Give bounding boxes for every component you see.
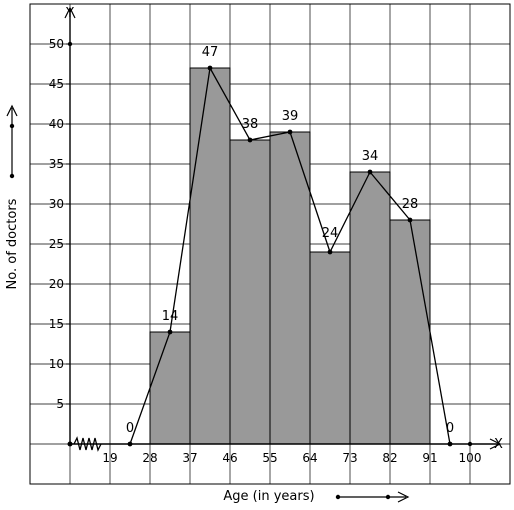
y-tick-label: 35: [49, 157, 64, 171]
polygon-point: [407, 217, 413, 223]
y-tick-label: 25: [49, 237, 64, 251]
x-tick-label: 82: [382, 451, 397, 465]
x-tick-label: 37: [182, 451, 197, 465]
x-tick-label: 46: [222, 451, 237, 465]
histogram-bar: [349, 171, 391, 445]
y-tick-label: 15: [49, 317, 64, 331]
origin-point: [67, 441, 73, 447]
histogram-bar: [229, 139, 271, 445]
y-direction-arrow-head: [6, 104, 18, 117]
x-tick-label: 73: [342, 451, 357, 465]
y-tick-label: 10: [49, 357, 64, 371]
histogram-bar: [269, 131, 311, 445]
x-axis-title: Age (in years): [223, 489, 314, 504]
x-tick-label: 91: [422, 451, 437, 465]
x-tick-label: 100: [459, 451, 482, 465]
x-direction-dot: [335, 494, 341, 500]
polygon-point: [207, 65, 213, 71]
x-axis-end-point: [467, 441, 473, 447]
data-label: 0: [126, 421, 134, 436]
histogram-bar: [149, 331, 191, 445]
data-label: 38: [242, 117, 259, 132]
polygon-point: [127, 441, 133, 447]
y-tick-label: 5: [56, 397, 64, 411]
y-axis-title: No. of doctors: [5, 198, 20, 289]
y-tick-label: 30: [49, 197, 64, 211]
polygon-point: [167, 329, 173, 335]
data-label: 24: [322, 226, 339, 241]
y-axis-arrow: [64, 6, 76, 19]
polygon-point: [287, 129, 293, 135]
x-axis-letter: X: [494, 437, 503, 452]
x-tick-label: 55: [262, 451, 277, 465]
polygon-point: [447, 441, 453, 447]
polygon-point: [327, 249, 333, 255]
axis-break-kink: [73, 436, 102, 452]
y-direction-dot: [9, 123, 15, 129]
y-direction-dot: [9, 173, 15, 179]
x-tick-label: 64: [302, 451, 317, 465]
x-tick-label: 19: [102, 451, 117, 465]
polygon-point: [247, 137, 253, 143]
data-label: 14: [162, 309, 179, 324]
y-tick-label: 50: [49, 37, 64, 51]
y-tick-label: 45: [49, 77, 64, 91]
histogram-bar: [389, 219, 431, 445]
data-label: 34: [362, 149, 379, 164]
polygon-point: [367, 169, 373, 175]
y-tick-label: 40: [49, 117, 64, 131]
data-label: 28: [402, 197, 419, 212]
data-label: 0: [446, 421, 454, 436]
x-direction-dot: [385, 494, 391, 500]
data-label: 47: [202, 45, 219, 60]
y-tick-label: 20: [49, 277, 64, 291]
data-label: 39: [282, 109, 299, 124]
y-axis-letter: Y: [65, 6, 74, 21]
x-axis-arrow: [489, 438, 502, 450]
x-tick-label: 28: [142, 451, 157, 465]
histogram-bar: [189, 67, 231, 445]
histogram-bar: [309, 251, 351, 445]
x-direction-arrow-head: [397, 491, 410, 503]
